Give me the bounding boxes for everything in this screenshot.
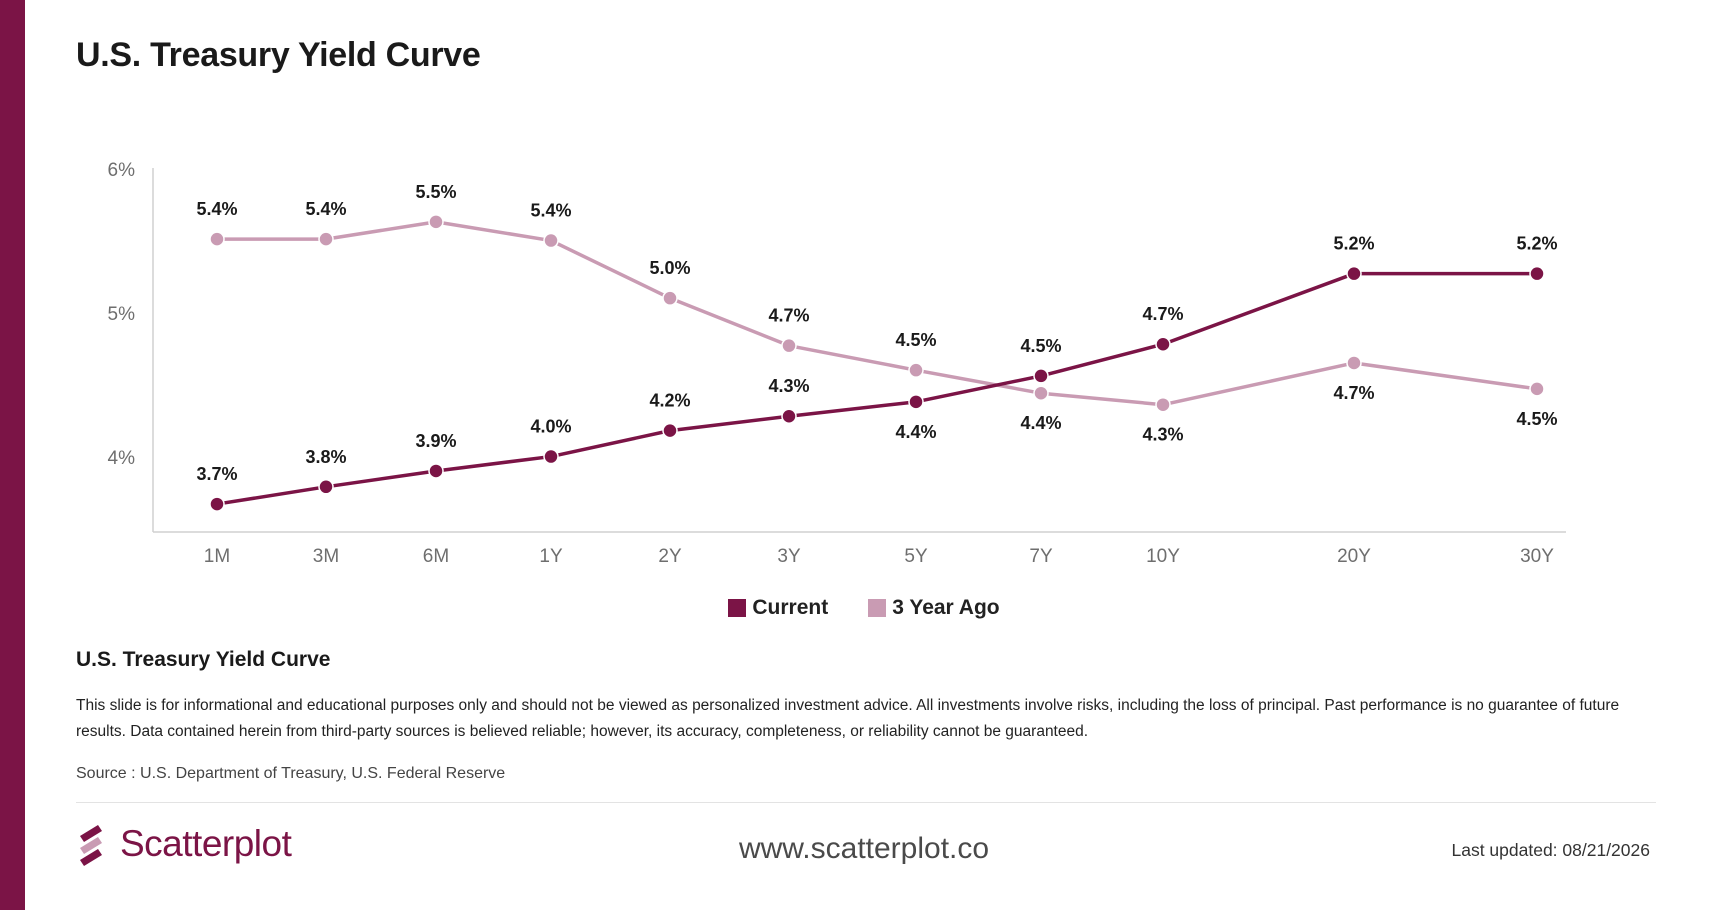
brand-logo: Scatterplot xyxy=(76,822,292,866)
data-label-current: 5.2% xyxy=(1516,234,1557,254)
data-label-3-year-ago: 4.3% xyxy=(1142,425,1183,445)
y-tick-label: 5% xyxy=(108,304,136,325)
y-tick-label: 4% xyxy=(108,448,136,469)
data-point-current xyxy=(908,394,924,410)
data-label-current: 4.2% xyxy=(649,391,690,411)
data-label-3-year-ago: 4.5% xyxy=(895,330,936,350)
data-label-current: 4.7% xyxy=(1142,304,1183,324)
x-tick-label: 20Y xyxy=(1337,546,1371,567)
data-point-3-year-ago xyxy=(662,290,678,306)
section-subtitle: U.S. Treasury Yield Curve xyxy=(76,648,331,671)
data-point-3-year-ago xyxy=(209,231,225,247)
data-point-3-year-ago xyxy=(428,214,444,230)
data-label-3-year-ago: 5.4% xyxy=(305,199,346,219)
footer-divider xyxy=(76,802,1656,803)
data-label-current: 3.9% xyxy=(415,431,456,451)
x-tick-label: 1Y xyxy=(539,546,563,567)
x-tick-label: 6M xyxy=(423,546,449,567)
data-label-current: 5.2% xyxy=(1333,234,1374,254)
x-tick-label: 2Y xyxy=(658,546,682,567)
x-tick-label: 3Y xyxy=(777,546,801,567)
data-point-current xyxy=(781,408,797,424)
data-point-current xyxy=(318,479,334,495)
data-point-3-year-ago xyxy=(781,337,797,354)
data-label-3-year-ago: 4.7% xyxy=(1333,383,1374,403)
legend-item-current: Current xyxy=(728,596,828,620)
data-point-3-year-ago xyxy=(1155,396,1171,413)
data-label-current: 4.5% xyxy=(1020,336,1061,356)
data-point-current xyxy=(209,496,225,512)
data-point-3-year-ago xyxy=(908,362,924,378)
data-point-3-year-ago xyxy=(543,232,559,249)
legend-label-current: Current xyxy=(752,596,829,619)
accent-side-bar xyxy=(0,0,25,910)
x-tick-label: 5Y xyxy=(904,546,928,567)
x-tick-label: 3M xyxy=(313,546,339,567)
data-label-current: 4.4% xyxy=(895,422,936,442)
data-point-current xyxy=(543,448,559,465)
y-tick-label: 6% xyxy=(108,160,136,181)
data-point-3-year-ago xyxy=(1033,385,1049,401)
data-label-current: 3.7% xyxy=(196,464,237,484)
legend-swatch-3-year-ago xyxy=(868,599,887,617)
yield-curve-chart: 4% 5% 6% 1M 3M 6M 1Y 2Y 3Y 5Y 7Y 10Y 20Y 30Y 3.7% 5.4% 3… xyxy=(108,160,1566,567)
brand-name: Scatterplot xyxy=(120,823,292,864)
data-point-current xyxy=(1346,265,1362,282)
data-label-current: 4.0% xyxy=(530,417,571,437)
data-label-3-year-ago: 4.7% xyxy=(768,306,809,326)
data-label-3-year-ago: 4.5% xyxy=(1516,409,1557,429)
data-point-current xyxy=(1155,336,1171,352)
data-point-current xyxy=(428,463,444,479)
disclaimer-text: This slide is for informational and educ… xyxy=(76,697,1620,740)
scatterplot-logo-icon xyxy=(80,825,102,866)
data-label-3-year-ago: 5.4% xyxy=(530,201,571,221)
website-url[interactable]: www.scatterplot.co xyxy=(738,832,990,865)
data-label-3-year-ago: 5.4% xyxy=(196,199,237,219)
data-point-current xyxy=(1033,368,1049,384)
x-tick-label: 7Y xyxy=(1029,546,1053,567)
page-title: U.S. Treasury Yield Curve xyxy=(76,36,481,74)
legend-item-3-year-ago: 3 Year Ago xyxy=(868,596,1000,620)
data-label-current: 3.8% xyxy=(305,447,346,467)
data-label-current: 4.3% xyxy=(768,376,809,396)
chart-legend: Current 3 Year Ago xyxy=(0,596,1728,620)
data-label-3-year-ago: 5.5% xyxy=(415,182,456,202)
data-label-3-year-ago: 5.0% xyxy=(649,258,690,278)
data-label-3-year-ago: 4.4% xyxy=(1020,413,1061,433)
data-point-3-year-ago xyxy=(318,231,334,247)
x-tick-label: 1M xyxy=(204,546,230,567)
x-tick-label: 30Y xyxy=(1520,546,1554,567)
x-tick-label: 10Y xyxy=(1146,546,1180,567)
data-point-current xyxy=(1529,265,1545,282)
last-updated: Last updated: 08/21/2026 xyxy=(1451,840,1650,860)
data-point-3-year-ago xyxy=(1529,381,1545,397)
legend-swatch-current xyxy=(728,599,747,617)
data-point-3-year-ago xyxy=(1346,355,1362,371)
data-point-current xyxy=(662,422,678,439)
legend-label-3-year-ago: 3 Year Ago xyxy=(892,596,1000,619)
source-note: Source : U.S. Department of Treasury, U.… xyxy=(76,765,506,782)
